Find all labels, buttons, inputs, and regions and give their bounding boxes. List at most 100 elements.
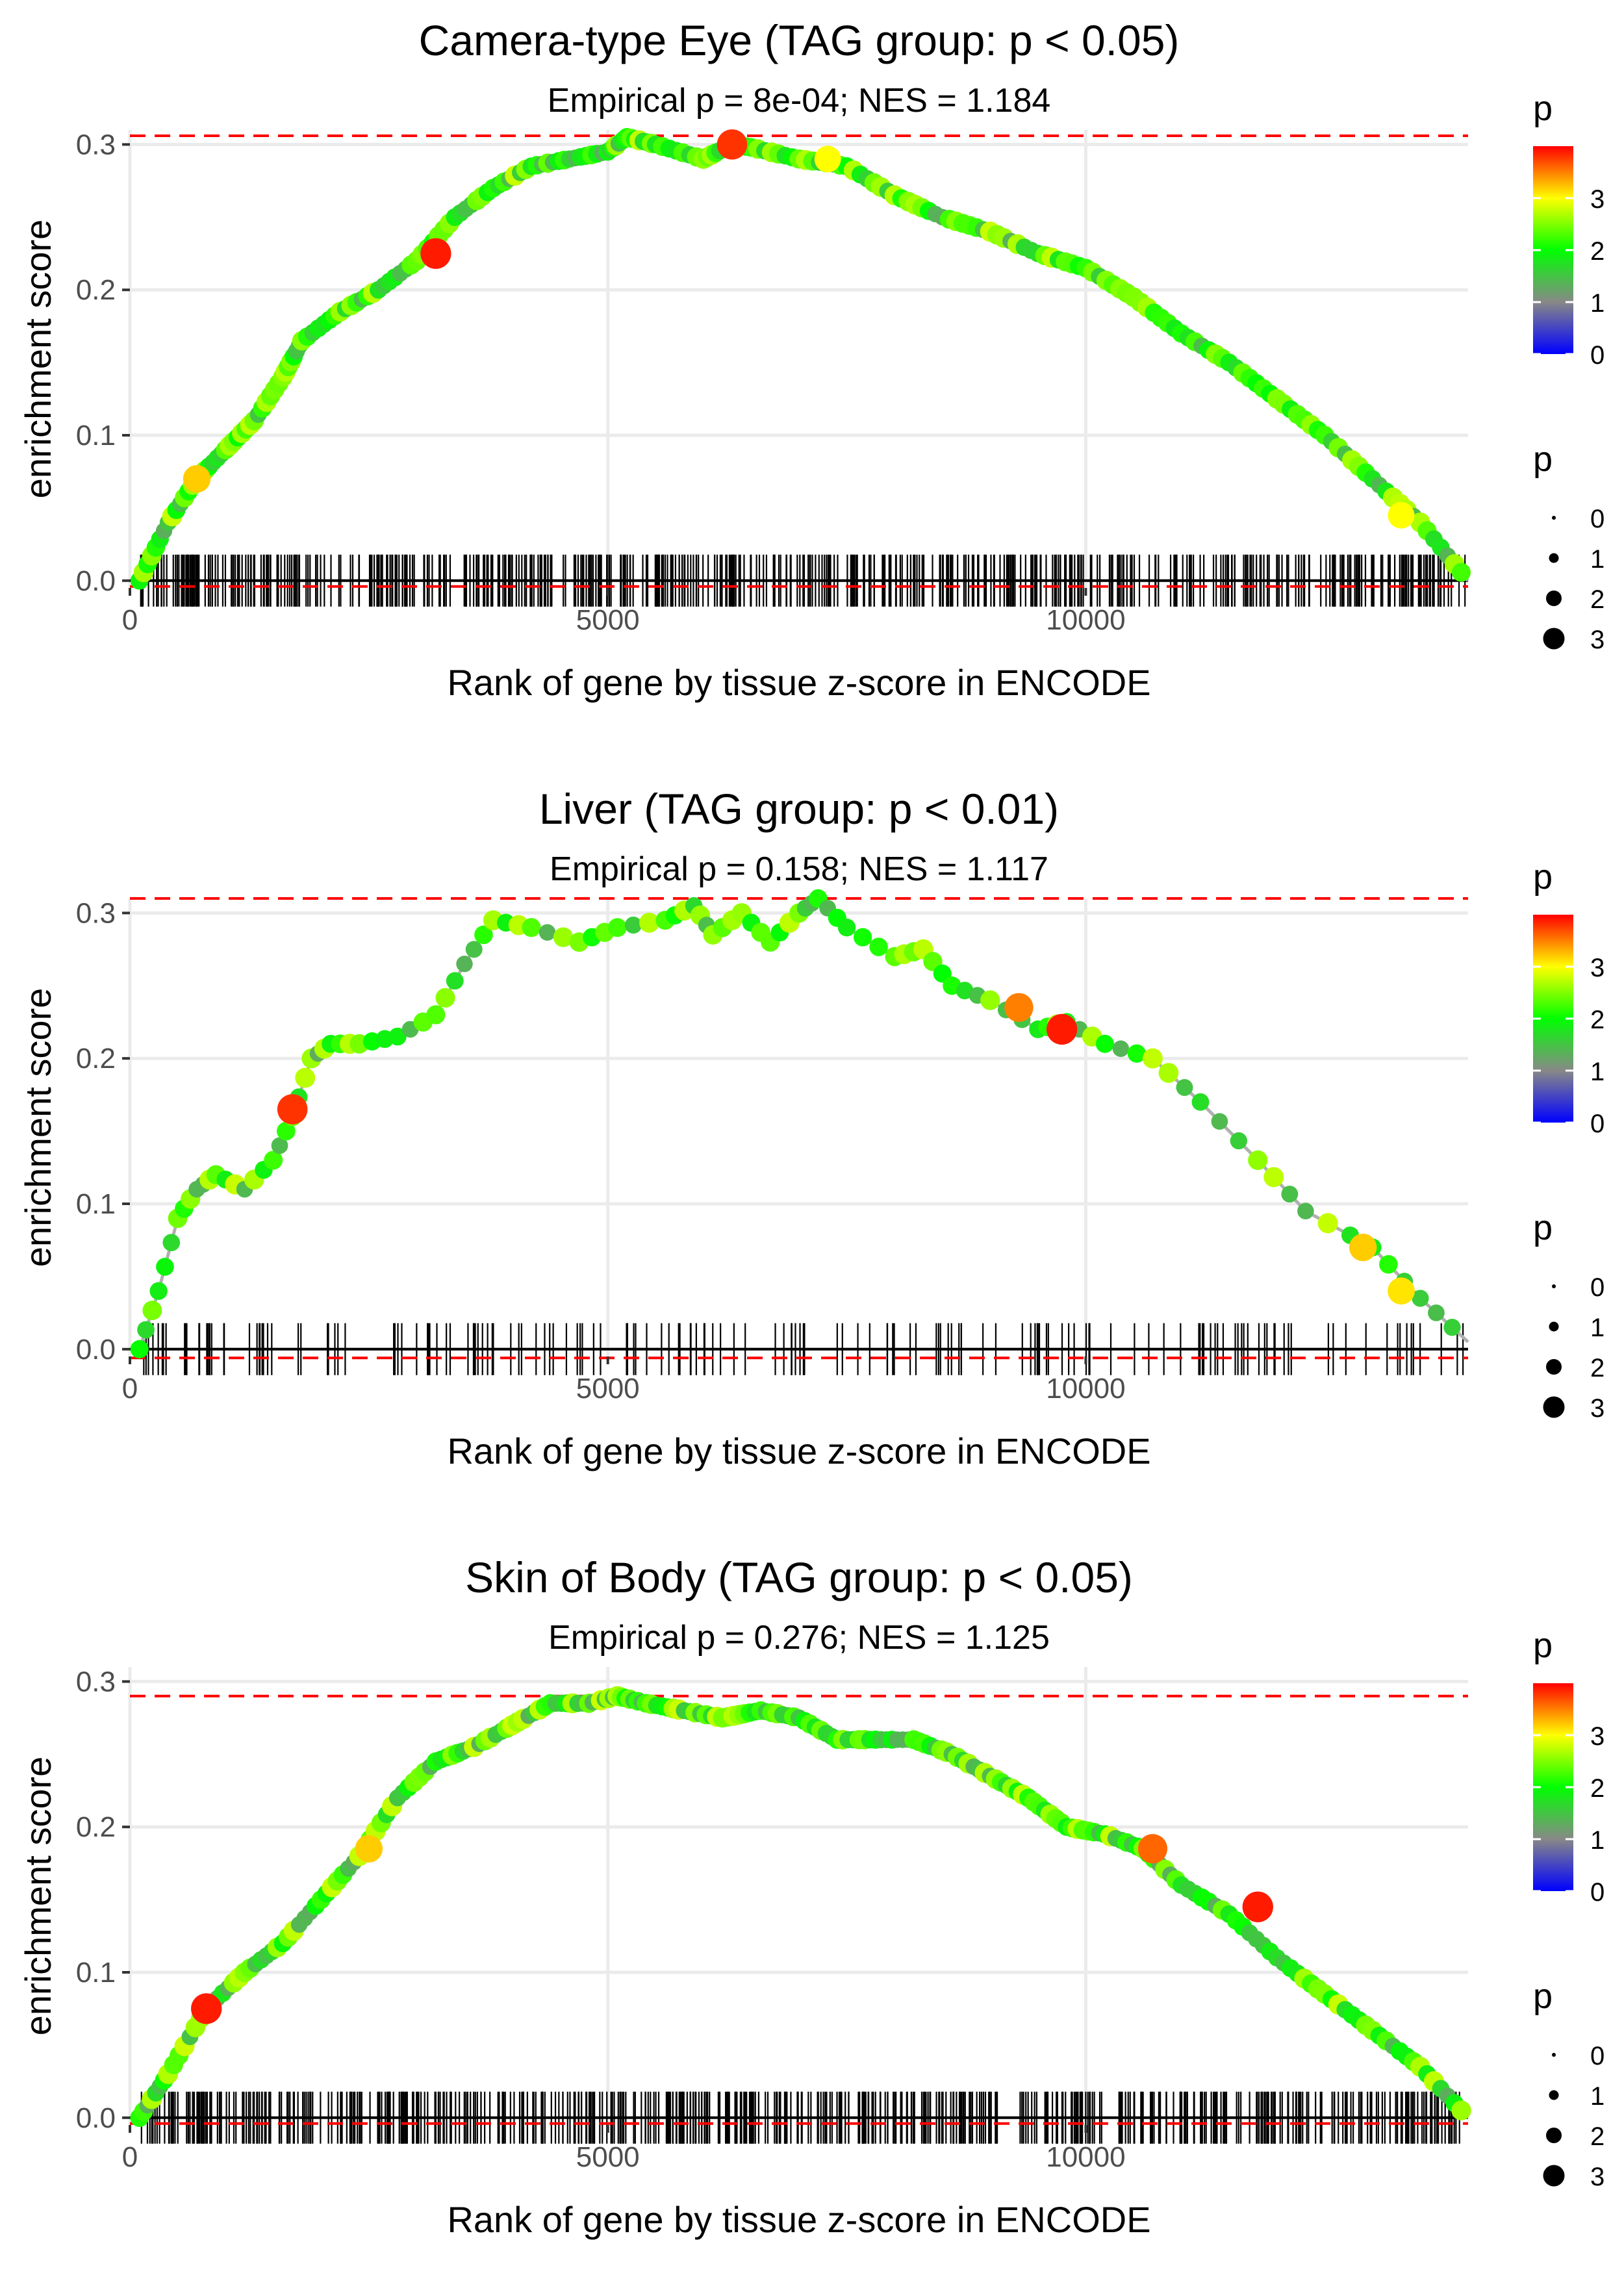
y-tick-label: 0.0 xyxy=(76,565,116,597)
x-tick-label: 5000 xyxy=(576,1373,640,1405)
es-highlight-point xyxy=(1349,1233,1377,1262)
es-points xyxy=(130,889,1461,1358)
chart-panel-1: Camera-type Eye (TAG group: p < 0.05) Emp… xyxy=(18,16,1605,703)
es-point xyxy=(1191,1093,1210,1111)
es-point xyxy=(1230,1132,1248,1150)
es-point xyxy=(624,916,642,934)
es-point xyxy=(1379,1254,1398,1274)
color-legend: p 0 1 2 3 xyxy=(1533,89,1605,370)
size-legend-label: 0 xyxy=(1590,505,1605,533)
size-legend-title: p xyxy=(1533,1977,1553,2016)
color-legend-label: 1 xyxy=(1590,1058,1605,1086)
size-legend-label: 0 xyxy=(1590,1273,1605,1302)
size-legend-dot xyxy=(1549,553,1559,563)
x-tick-label: 10000 xyxy=(1046,604,1125,636)
size-legend-label: 0 xyxy=(1590,2042,1605,2070)
es-point xyxy=(142,1301,162,1321)
color-legend-label: 2 xyxy=(1590,237,1605,266)
es-point xyxy=(980,990,1000,1010)
size-legend-label: 2 xyxy=(1590,1354,1605,1382)
es-point xyxy=(1281,1186,1299,1203)
es-point xyxy=(162,1234,181,1252)
es-point xyxy=(539,924,556,941)
es-point xyxy=(1176,1078,1193,1096)
es-highlight-point xyxy=(1388,502,1415,529)
es-highlight-point xyxy=(1137,1834,1168,1864)
es-point xyxy=(837,919,856,937)
size-legend-label: 1 xyxy=(1590,545,1605,574)
color-legend-title: p xyxy=(1533,1626,1553,1665)
x-tick-label: 0 xyxy=(122,2141,138,2173)
y-tick-label: 0.2 xyxy=(76,1043,116,1075)
es-line xyxy=(138,896,1469,1350)
es-point xyxy=(1412,1290,1429,1307)
y-axis-label: enrichment score xyxy=(18,220,58,499)
size-legend-dot xyxy=(1543,628,1565,650)
x-tick-label: 10000 xyxy=(1046,1373,1125,1405)
es-point xyxy=(1443,1319,1461,1336)
es-point xyxy=(869,937,888,956)
es-line xyxy=(138,135,1469,582)
y-axis-label: enrichment score xyxy=(18,988,58,1267)
size-legend-label: 2 xyxy=(1590,585,1605,614)
es-point xyxy=(1095,1034,1114,1053)
es-point xyxy=(1127,1044,1147,1063)
color-legend-label: 2 xyxy=(1590,1774,1605,1803)
es-highlight-point xyxy=(420,238,451,269)
y-tick-label: 0.0 xyxy=(76,1334,116,1366)
es-point xyxy=(465,941,483,958)
size-legend-label: 3 xyxy=(1590,1394,1605,1423)
size-legend-dot xyxy=(1543,1396,1565,1418)
chart-title: Skin of Body (TAG group: p < 0.05) xyxy=(465,1553,1133,1601)
es-point xyxy=(1297,1202,1314,1219)
color-legend-label: 1 xyxy=(1590,1826,1605,1855)
es-highlight-point xyxy=(183,464,211,493)
size-legend-label: 3 xyxy=(1590,626,1605,654)
size-legend-dot xyxy=(1552,516,1556,520)
color-legend-label: 0 xyxy=(1590,1110,1605,1138)
es-point xyxy=(426,1005,446,1024)
y-tick-label: 0.3 xyxy=(76,1666,116,1698)
size-legend-dot xyxy=(1546,2128,1562,2143)
color-legend: p 0 1 2 3 xyxy=(1533,1626,1605,1907)
es-highlight-point xyxy=(717,129,748,160)
es-point xyxy=(435,987,455,1008)
es-highlight-point xyxy=(1046,1013,1078,1045)
color-legend-label: 1 xyxy=(1590,289,1605,318)
es-point xyxy=(149,1282,168,1300)
color-legend-label: 0 xyxy=(1590,1878,1605,1907)
es-point xyxy=(446,972,464,990)
x-tick-label: 5000 xyxy=(576,2141,640,2173)
y-tick-label: 0.3 xyxy=(76,897,116,929)
es-point xyxy=(522,918,541,937)
size-legend-dot xyxy=(1549,2090,1559,2100)
color-legend-title: p xyxy=(1533,858,1553,897)
size-legend: p 0 1 2 3 xyxy=(1533,1208,1605,1423)
es-points xyxy=(130,1686,1471,2128)
es-point xyxy=(277,1121,296,1141)
es-point xyxy=(1317,1213,1338,1234)
es-point xyxy=(1158,1063,1179,1083)
es-points xyxy=(130,127,1471,590)
es-point xyxy=(474,925,493,945)
color-legend-title: p xyxy=(1533,89,1553,128)
es-point xyxy=(1211,1113,1228,1130)
size-legend-dot xyxy=(1549,1321,1559,1332)
y-tick-label: 0.2 xyxy=(76,1811,116,1843)
chart-title: Camera-type Eye (TAG group: p < 0.05) xyxy=(419,16,1180,64)
es-highlight-point xyxy=(1004,993,1034,1023)
color-legend: p 0 1 2 3 xyxy=(1533,858,1605,1138)
color-legend-label: 3 xyxy=(1590,185,1605,214)
es-highlight-point xyxy=(191,1993,222,2024)
color-legend-label: 2 xyxy=(1590,1006,1605,1034)
es-point xyxy=(264,1151,283,1170)
es-point xyxy=(1248,1150,1268,1170)
chart-subtitle: Empirical p = 8e-04; NES = 1.184 xyxy=(548,82,1051,120)
es-point xyxy=(295,1067,316,1088)
color-legend-label: 0 xyxy=(1590,341,1605,370)
size-legend: p 0 1 2 3 xyxy=(1533,1977,1605,2191)
size-legend-dot xyxy=(1552,1284,1556,1288)
size-legend-dot xyxy=(1543,2165,1565,2187)
